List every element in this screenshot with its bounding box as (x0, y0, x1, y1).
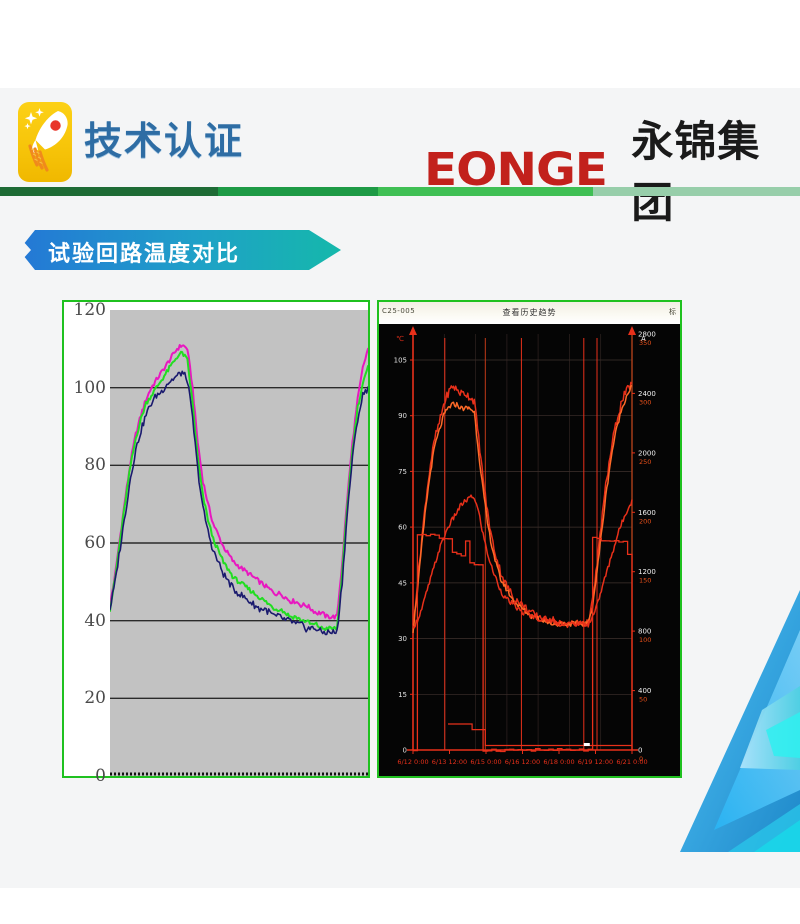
instrument-right-axis-tick: 800 (638, 628, 651, 636)
instrument-right-axis-tick: 2400 (638, 390, 656, 398)
instrument-x-axis-tick: 6/18 0:00 (543, 758, 574, 766)
left-chart-y-tick: 100 (73, 377, 106, 398)
header-rule-segment-2 (218, 187, 378, 196)
header-rule-segment-4 (593, 187, 800, 196)
page-title: 技术认证 (84, 119, 245, 163)
instrument-x-axis-tick: 6/15 0:00 (470, 758, 501, 766)
instrument-right-axis-tick-secondary: 300 (639, 398, 651, 406)
instrument-corner-label: 标 (669, 308, 676, 316)
instrument-x-axis-tick: 6/21 0:00 (616, 758, 647, 766)
instrument-window-title: 查看历史趋势 (502, 308, 557, 317)
instrument-x-axis-tick: 6/13 12:00 (432, 758, 467, 766)
instrument-right-axis-tick-secondary: 100 (639, 636, 651, 644)
instrument-right-axis-tick: 1200 (638, 568, 656, 576)
instrument-left-axis-tick: 105 (394, 357, 407, 365)
instrument-device-label: C25-005 (382, 307, 416, 315)
instrument-x-axis-tick: 6/12 0:00 (397, 758, 428, 766)
left-chart-y-tick: 40 (84, 610, 106, 631)
instrument-left-axis-tick: 75 (398, 468, 407, 476)
logo-latin-text: EONGE (424, 142, 608, 196)
instrument-left-axis-tick: 90 (398, 412, 407, 420)
instrument-right-axis-tick: 2000 (638, 449, 656, 457)
instrument-x-axis-tick: 6/19 12:00 (578, 758, 613, 766)
instrument-right-axis-tick: 2800 (638, 331, 656, 339)
banner-background (13, 230, 341, 270)
instrument-left-axis-tick: 45 (398, 579, 407, 587)
left-chart-y-tick: 80 (84, 455, 106, 476)
company-logo: EONGE 永锦集团 (424, 108, 800, 230)
instrument-right-axis-tick: 0 (638, 747, 642, 755)
instrument-right-axis-tick-secondary: 250 (639, 458, 651, 466)
header-rule-segment-1 (0, 187, 218, 196)
left-temperature-chart: 0 20 40 60 80 100 120 (62, 300, 370, 786)
left-chart-y-tick: 20 (84, 688, 106, 709)
left-chart-y-axis: 0 20 40 60 80 100 120 (64, 300, 110, 786)
instrument-left-axis-unit: ℃ (396, 335, 404, 343)
banner-label: 试验回路温度对比 (48, 242, 241, 267)
section-banner: 试验回路温度对比 (13, 230, 341, 270)
instrument-right-axis-tick-secondary: 150 (639, 577, 651, 585)
instrument-right-axis-tick-secondary: 200 (639, 517, 651, 525)
slide-header: 技术认证 EONGE 永锦集团 (0, 88, 800, 227)
right-instrument-chart: C25-005 查看历史趋势 标 ℃ 0 15 30 45 60 75 90 105 A 0 0 400… (377, 300, 682, 778)
instrument-screen: ℃ 0 15 30 45 60 75 90 105 A 0 0 400 50 800 100 1200 150 16… (379, 324, 680, 776)
left-chart-y-tick: 120 (73, 300, 106, 320)
instrument-x-axis-tick: 6/16 12:00 (505, 758, 540, 766)
instrument-right-axis-tick-secondary: 0 (639, 755, 643, 763)
instrument-right-axis-tick-secondary: 50 (639, 696, 647, 704)
instrument-left-axis-tick: 60 (398, 524, 407, 532)
instrument-right-axis-tick: 400 (638, 687, 651, 695)
left-chart-plot-area (110, 310, 368, 776)
rocket-badge-icon (18, 102, 72, 182)
instrument-right-axis-unit: A (641, 335, 646, 343)
corner-decoration (670, 590, 800, 852)
slide-content-area: 技术认证 EONGE 永锦集团 试验回路温度对比 0 20 40 60 80 100 120 (0, 88, 800, 888)
instrument-right-axis-tick: 1600 (638, 509, 656, 517)
header-rule-segment-3 (378, 187, 593, 196)
instrument-title-bar: C25-005 查看历史趋势 标 (379, 302, 680, 324)
instrument-left-axis-tick: 15 (398, 691, 407, 699)
left-chart-y-tick: 0 (95, 766, 106, 786)
instrument-left-axis-tick: 30 (398, 635, 407, 643)
logo-chinese-text: 永锦集团 (631, 117, 761, 227)
instrument-right-axis-tick-secondary: 350 (639, 339, 651, 347)
instrument-left-axis-tick: 0 (403, 747, 407, 755)
left-chart-y-tick: 60 (84, 533, 106, 553)
